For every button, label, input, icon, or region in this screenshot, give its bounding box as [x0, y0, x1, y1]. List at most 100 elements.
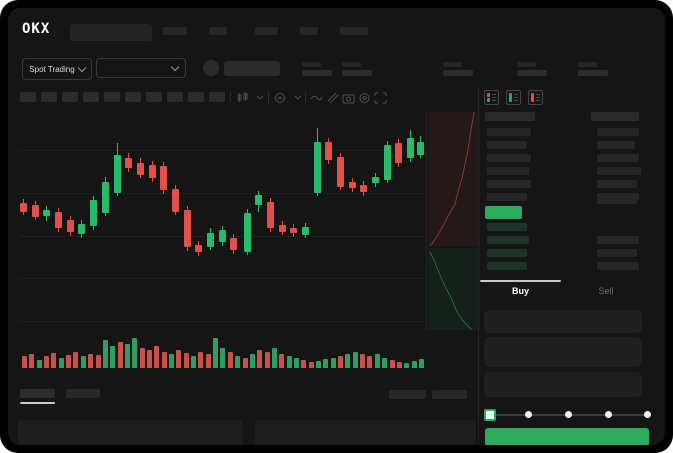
interval-button-skeleton[interactable] — [83, 92, 99, 102]
volume-bar — [374, 354, 380, 368]
candle-body — [125, 158, 132, 168]
volume-bar — [271, 348, 277, 368]
candle-body — [244, 213, 251, 252]
nav-item-skeleton[interactable] — [163, 27, 187, 35]
candle-body — [279, 225, 286, 232]
volume-bar — [58, 358, 64, 368]
candle-body — [20, 203, 27, 212]
gridline — [20, 321, 425, 322]
candle-body — [207, 233, 214, 247]
volume-bar — [220, 348, 226, 368]
orderbook-amount-header-skeleton — [591, 112, 639, 121]
volume-bar — [169, 354, 174, 368]
chevron-down-icon[interactable] — [294, 92, 302, 104]
ask-amount-skeleton — [597, 180, 637, 188]
interval-button-skeleton[interactable] — [188, 92, 204, 102]
line-tool-icon[interactable] — [310, 92, 323, 104]
nav-item-skeleton[interactable] — [300, 27, 318, 35]
compare-icon[interactable] — [326, 92, 339, 104]
volume-bar — [44, 356, 50, 368]
nav-item-skeleton[interactable] — [255, 27, 278, 35]
nav-item-skeleton[interactable] — [340, 27, 368, 35]
candle-body — [417, 142, 424, 155]
candle-body — [67, 220, 74, 232]
candle-body — [360, 185, 367, 192]
candle-body — [219, 230, 226, 242]
candle-body — [395, 143, 402, 163]
interval-button-skeleton[interactable] — [146, 92, 162, 102]
tab-buy[interactable]: Buy — [511, 286, 529, 296]
volume-bar — [330, 358, 336, 368]
volume-bar — [308, 362, 314, 368]
volume-bar — [51, 353, 57, 368]
slider-stop-dot[interactable] — [525, 411, 532, 418]
depth-chart — [428, 112, 480, 330]
candle-style-icon[interactable] — [236, 92, 250, 104]
volume-bar — [102, 340, 108, 368]
bid-amount-skeleton — [597, 249, 637, 257]
stat-value-skeleton — [517, 70, 547, 76]
volume-bar — [132, 338, 138, 368]
nav-item-skeleton[interactable] — [209, 27, 227, 35]
volume-bar — [117, 342, 123, 368]
fullscreen-icon[interactable] — [374, 92, 387, 104]
interval-button-skeleton[interactable] — [41, 92, 57, 102]
indicator-icon[interactable] — [274, 92, 287, 104]
volume-bar — [191, 356, 197, 368]
market-type-dropdown[interactable]: Spot Trading — [22, 58, 92, 80]
bottom-action-2-skeleton[interactable] — [432, 390, 467, 399]
settings-gear-icon[interactable] — [358, 92, 371, 104]
volume-bar — [110, 346, 116, 368]
gridline — [20, 278, 425, 279]
search-input[interactable] — [70, 24, 152, 41]
volume-bar — [367, 356, 373, 368]
candle-body — [372, 177, 379, 183]
slider-stop-dot[interactable] — [565, 411, 572, 418]
orderbook-asks-icon[interactable] — [528, 90, 543, 105]
candle-body — [325, 142, 332, 160]
volume-bar — [205, 354, 211, 368]
candle-body — [114, 155, 121, 193]
candle-body — [195, 245, 202, 252]
slider-handle[interactable] — [484, 409, 496, 421]
bid-amount-skeleton — [597, 262, 639, 270]
tab-sell[interactable]: Sell — [598, 286, 614, 296]
interval-button-skeleton[interactable] — [209, 92, 225, 102]
buy-submit-button[interactable] — [485, 428, 649, 445]
orderbook-combined-icon[interactable] — [484, 90, 499, 105]
orderbook-bids-icon[interactable] — [506, 90, 521, 105]
interval-button-skeleton[interactable] — [20, 92, 36, 102]
interval-button-skeleton[interactable] — [167, 92, 183, 102]
amount-input[interactable] — [484, 337, 642, 367]
chevron-down-icon[interactable] — [256, 92, 264, 104]
interval-button-skeleton[interactable] — [62, 92, 78, 102]
volume-bars — [8, 8, 665, 445]
last-price-badge[interactable] — [485, 206, 522, 219]
volume-bar — [382, 358, 388, 368]
volume-bar — [198, 352, 204, 368]
candlestick-chart[interactable] — [8, 8, 665, 445]
bottom-tab-2-skeleton[interactable] — [66, 389, 100, 398]
interval-button-skeleton[interactable] — [125, 92, 141, 102]
interval-button-skeleton[interactable] — [104, 92, 120, 102]
coin-avatar — [203, 60, 219, 76]
camera-icon[interactable] — [342, 92, 355, 104]
pair-search-dropdown[interactable] — [96, 58, 186, 78]
ask-price-skeleton — [487, 141, 527, 149]
total-input[interactable] — [484, 372, 642, 397]
volume-bar — [36, 360, 42, 368]
candle-body — [302, 227, 309, 235]
volume-bar — [29, 354, 35, 368]
volume-bar — [213, 338, 219, 368]
slider-stop-dot[interactable] — [605, 411, 612, 418]
candle-body — [230, 238, 237, 250]
ask-amount-skeleton — [597, 141, 635, 149]
volume-bar — [161, 352, 167, 368]
volume-bar — [316, 361, 321, 368]
bid-price-skeleton — [487, 223, 527, 231]
slider-stop-dot[interactable] — [644, 411, 651, 418]
price-input[interactable] — [484, 310, 642, 333]
volume-bar — [146, 350, 152, 368]
bottom-tab-1-skeleton[interactable] — [20, 389, 55, 398]
bottom-action-1-skeleton[interactable] — [389, 390, 426, 399]
